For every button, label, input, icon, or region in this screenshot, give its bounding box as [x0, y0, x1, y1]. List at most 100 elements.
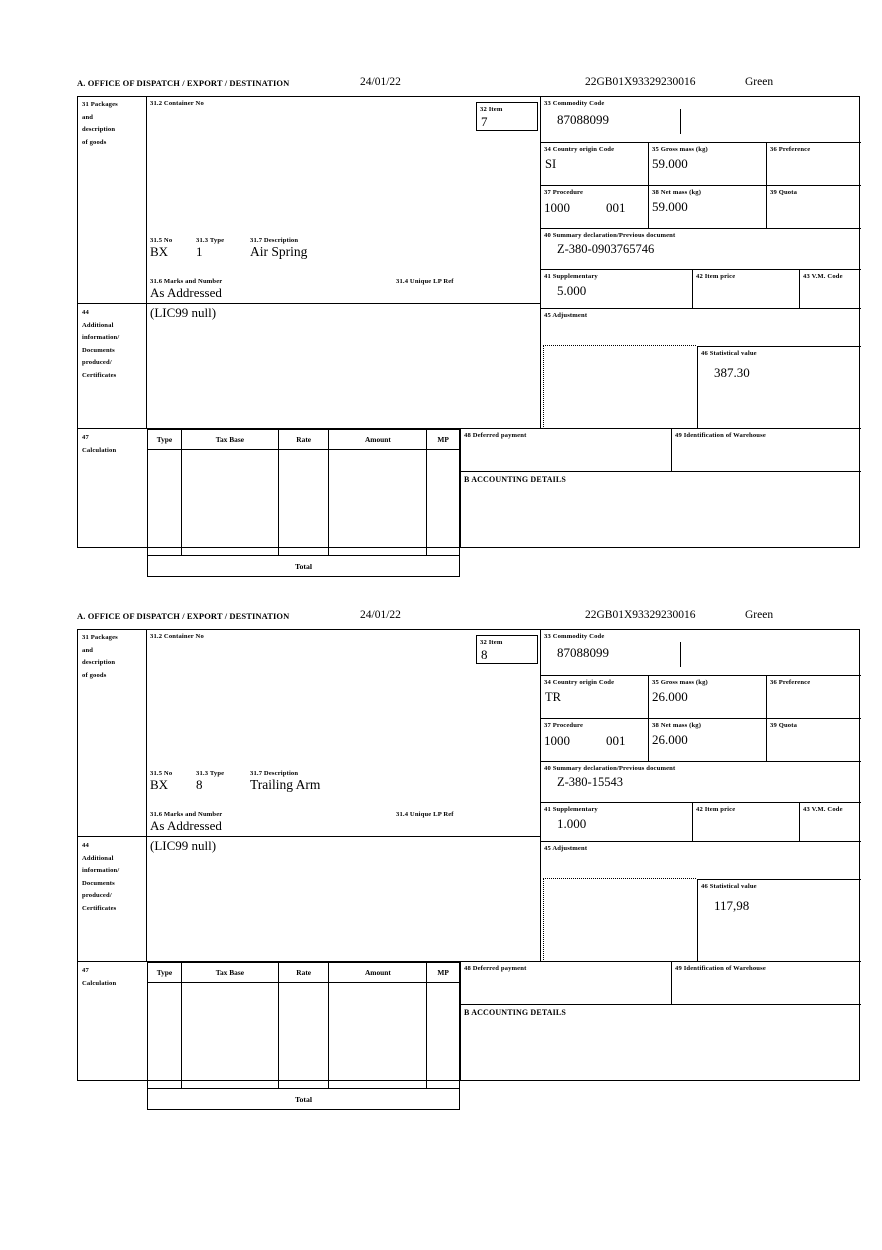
box-44-label-2-b2: Additional — [82, 854, 114, 862]
net-mass-value: 59.000 — [652, 199, 688, 214]
box-46-label-2: 46 Statistical value — [701, 883, 757, 890]
divider-37-40 — [541, 228, 861, 230]
marks-and-number-value: As Addressed — [150, 285, 222, 300]
box-37-label-2: 37 Procedure — [544, 722, 584, 729]
declaration-frame: 31 Packages and description of goods 31.… — [77, 96, 861, 577]
box-37-procedure[interactable]: 37 Procedure 1000 001 — [541, 186, 648, 228]
box-49-warehouse-id[interactable]: 49 Identification of Warehouse — [672, 429, 861, 471]
box-31-6-label-2: 31.6 Marks and Number — [150, 811, 223, 818]
box-36-preference-2[interactable]: 36 Preference — [767, 676, 861, 718]
box-b-accounting-details-2[interactable]: B ACCOUNTING DETAILS — [461, 1005, 861, 1081]
declaration-date-2: 24/01/22 — [360, 609, 401, 621]
box-41-label: 41 Supplementary — [544, 273, 598, 280]
commodity-code-value-2: 87088099 — [557, 645, 609, 660]
box-41-supplementary[interactable]: 41 Supplementary 5.000 — [541, 270, 691, 308]
box-42-item-price-2[interactable]: 42 Item price — [693, 803, 799, 841]
calc-cell-type-2[interactable] — [147, 982, 182, 1089]
calculation-data-row-2[interactable] — [147, 982, 460, 1089]
calc-cell-amount[interactable] — [328, 449, 428, 556]
divider-stub-2 — [146, 630, 148, 918]
divider-48-accounting-2 — [461, 1004, 861, 1006]
box-31-label-1: 31 Packages — [82, 101, 118, 108]
box-41-supplementary-2[interactable]: 41 Supplementary 1.000 — [541, 803, 691, 841]
box-48-deferred-payment[interactable]: 48 Deferred payment — [461, 429, 671, 471]
divider-calc-48-2 — [460, 961, 462, 1080]
box-42-label-2: 42 Item price — [696, 806, 736, 813]
box-43-vm-code-2[interactable]: 43 V.M. Code — [800, 803, 861, 841]
calc-cell-mp[interactable] — [426, 449, 460, 556]
box-39-quota-2[interactable]: 39 Quota — [767, 719, 861, 761]
calc-cell-rate-2[interactable] — [277, 982, 330, 1089]
box-37-procedure-2[interactable]: 37 Procedure 1000 001 — [541, 719, 648, 761]
box-31-2-container-no-2[interactable]: 31.2 Container No — [147, 630, 540, 748]
calculation-table-2[interactable]: Type Tax Base Rate Amount MP Total — [147, 962, 460, 1110]
box-31-label-2: and — [82, 113, 94, 121]
box-42-item-price[interactable]: 42 Item price — [693, 270, 799, 308]
calc-col-rate: Rate — [277, 429, 330, 450]
box-40-previous-document[interactable]: 40 Summary declaration/Previous document… — [541, 229, 861, 269]
lane-status-2: Green — [745, 609, 774, 621]
box-33-commodity-code[interactable]: 33 Commodity Code 87088099 — [541, 97, 861, 142]
box-31-label-1-b2: 31 Packages — [82, 634, 118, 641]
box-36-label: 36 Preference — [770, 146, 811, 153]
divider-48-49 — [671, 428, 673, 471]
box-46-statistical-value[interactable]: 46 Statistical value 387.30 — [697, 346, 861, 429]
divider-goods-bottom — [78, 303, 540, 305]
box-43-vm-code[interactable]: 43 V.M. Code — [800, 270, 861, 308]
calc-col-tax-base: Tax Base — [180, 429, 279, 450]
procedure-additional-value-2: 001 — [606, 733, 626, 748]
divider-47-top — [78, 428, 861, 430]
calculation-total-row-2: Total — [147, 1088, 460, 1110]
box-31-2-container-no[interactable]: 31.2 Container No — [147, 97, 540, 215]
box-36-preference[interactable]: 36 Preference — [767, 143, 861, 185]
box-31-2-label: 31.2 Container No — [150, 100, 204, 107]
box-34-country-origin-2[interactable]: 34 Country origin Code TR — [541, 676, 648, 718]
calc-cell-mp-2[interactable] — [426, 982, 460, 1089]
box-33-commodity-code-2[interactable]: 33 Commodity Code 87088099 — [541, 630, 861, 675]
packages-type-value-2: 8 — [196, 777, 203, 792]
previous-document-value-2: Z-380-15543 — [557, 775, 623, 789]
additional-information-value: (LIC99 null) — [150, 305, 217, 320]
box-31-7-label: 31.7 Description — [250, 237, 299, 244]
box-44-label-3-b2: information/ — [82, 867, 120, 875]
box-31-7-label-2: 31.7 Description — [250, 770, 299, 777]
box-44-label-5: produced/ — [82, 359, 112, 367]
calculation-data-row[interactable] — [147, 449, 460, 556]
box-45-label: 45 Adjustment — [544, 312, 588, 319]
box-38-net-mass-2[interactable]: 38 Net mass (kg) 26.000 — [649, 719, 766, 761]
calc-cell-type[interactable] — [147, 449, 182, 556]
dotted-divider-horizontal-2 — [543, 878, 696, 879]
box-45-adjustment[interactable]: 45 Adjustment — [541, 309, 861, 345]
box-40-previous-document-2[interactable]: 40 Summary declaration/Previous document… — [541, 762, 861, 802]
divider-34-37 — [541, 185, 861, 187]
box-38-net-mass[interactable]: 38 Net mass (kg) 59.000 — [649, 186, 766, 228]
box-32-item-2[interactable]: 32 Item 8 — [476, 635, 538, 664]
box-44-label-1-b2: 44 — [82, 842, 89, 849]
box-33-label: 33 Commodity Code — [544, 100, 605, 107]
box-44-stub-2: 44 Additional information/ Documents pro… — [78, 838, 146, 913]
calc-cell-tax-base-2[interactable] — [180, 982, 279, 1089]
box-33-label-2: 33 Commodity Code — [544, 633, 605, 640]
packages-no-value: BX — [150, 244, 169, 259]
divider-33-34 — [541, 142, 861, 144]
calc-cell-tax-base[interactable] — [180, 449, 279, 556]
divider-47-top-2 — [78, 961, 861, 963]
calculation-table[interactable]: Type Tax Base Rate Amount MP Total — [147, 429, 460, 577]
box-35-gross-mass[interactable]: 35 Gross mass (kg) 59.000 — [649, 143, 766, 185]
box-38-label: 38 Net mass (kg) — [652, 189, 702, 196]
box-45-adjustment-2[interactable]: 45 Adjustment — [541, 842, 861, 878]
box-46-statistical-value-2[interactable]: 46 Statistical value 117,98 — [697, 879, 861, 962]
box-32-item[interactable]: 32 Item 7 — [476, 102, 538, 131]
box-44-label-5-b2: produced/ — [82, 892, 112, 900]
divider-33-34-2 — [541, 675, 861, 677]
box-39-quota[interactable]: 39 Quota — [767, 186, 861, 228]
calc-cell-amount-2[interactable] — [328, 982, 428, 1089]
box-48-deferred-payment-2[interactable]: 48 Deferred payment — [461, 962, 671, 1004]
box-31-3-label-2: 31.3 Type — [196, 770, 225, 777]
box-46-label: 46 Statistical value — [701, 350, 757, 357]
box-35-gross-mass-2[interactable]: 35 Gross mass (kg) 26.000 — [649, 676, 766, 718]
calc-cell-rate[interactable] — [277, 449, 330, 556]
box-b-accounting-details[interactable]: B ACCOUNTING DETAILS — [461, 472, 861, 548]
box-34-country-origin[interactable]: 34 Country origin Code SI — [541, 143, 648, 185]
box-49-warehouse-id-2[interactable]: 49 Identification of Warehouse — [672, 962, 861, 1004]
